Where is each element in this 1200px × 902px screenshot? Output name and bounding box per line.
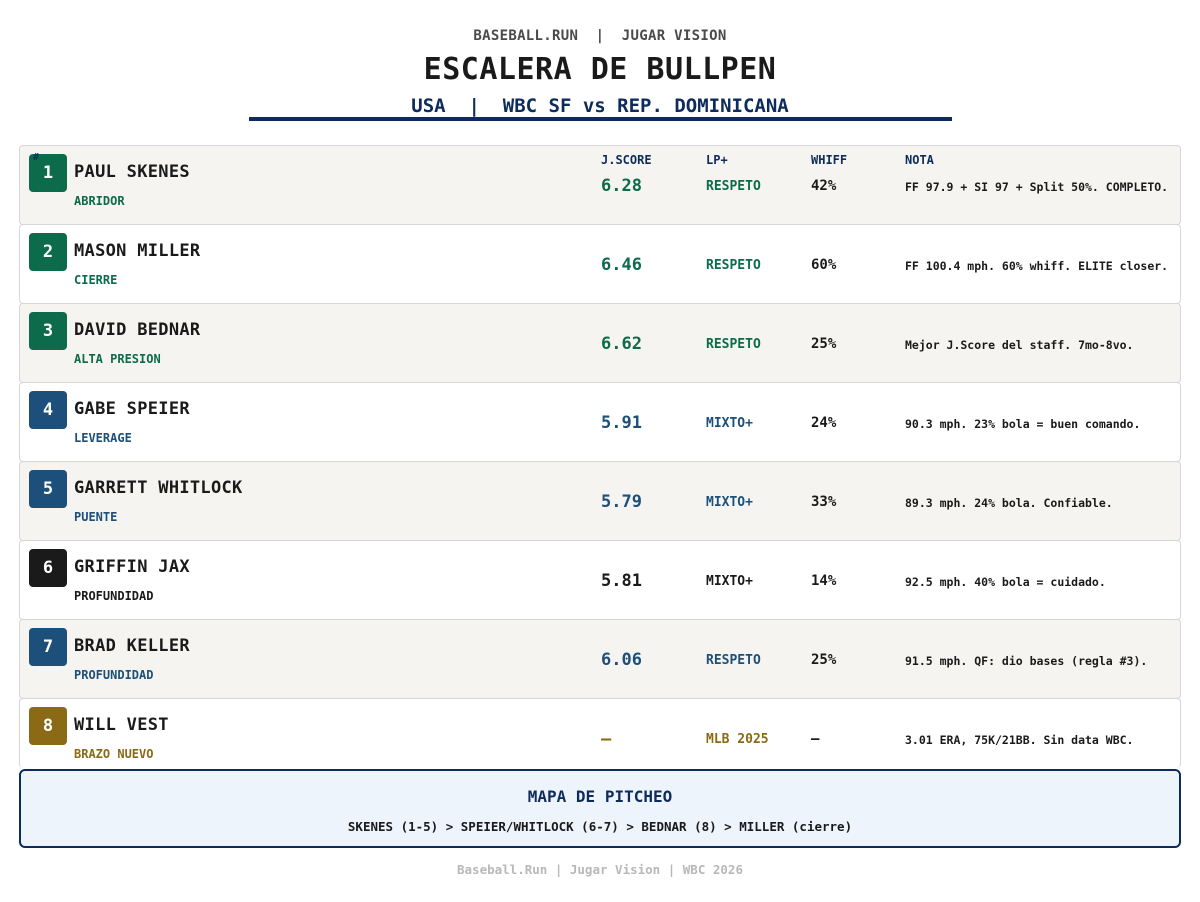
nota-text: FF 100.4 mph. 60% whiff. ELITE closer. xyxy=(905,259,1169,273)
nota-text: 90.3 mph. 23% bola = buen comando. xyxy=(905,417,1141,431)
jscore-value: 6.62 xyxy=(601,334,642,354)
pitcher-role: BRAZO NUEVO xyxy=(74,747,154,761)
lp-value: MLB 2025 xyxy=(706,732,769,747)
nota-text: FF 97.9 + SI 97 + Split 50%. COMPLETO. xyxy=(905,180,1169,194)
pitcher-role: PROFUNDIDAD xyxy=(74,668,154,682)
pitcher-name: GARRETT WHITLOCK xyxy=(74,478,243,498)
whiff-value: 42% xyxy=(811,178,837,194)
rank-badge: 5 xyxy=(29,470,67,508)
brand-kicker: BASEBALL.RUN | JUGAR VISION xyxy=(473,28,727,44)
title-underline xyxy=(249,117,952,121)
column-header-whiff: WHIFF xyxy=(811,153,848,167)
rank-badge: 1 xyxy=(29,154,67,192)
rank-badge: 6 xyxy=(29,549,67,587)
column-header-rank: # xyxy=(33,152,40,163)
column-header-lp: LP+ xyxy=(706,153,728,167)
rank-badge: 3 xyxy=(29,312,67,350)
rank-badge: 8 xyxy=(29,707,67,745)
pitcher-role: PUENTE xyxy=(74,510,118,524)
pitcher-name: BRAD KELLER xyxy=(74,636,190,656)
whiff-value: 33% xyxy=(811,494,837,510)
pitcher-row: 2 MASON MILLER CIERRE 6.46 RESPETO 60% FF 100.… xyxy=(19,224,1181,304)
lp-value: MIXTO+ xyxy=(706,495,753,510)
jscore-value: 6.06 xyxy=(601,650,642,670)
pitch-map-title: MAPA DE PITCHEO xyxy=(527,787,673,806)
nota-text: 89.3 mph. 24% bola. Confiable. xyxy=(905,496,1113,510)
rank-badge: 2 xyxy=(29,233,67,271)
pitcher-name: PAUL SKENES xyxy=(74,162,190,182)
whiff-value: 60% xyxy=(811,257,837,273)
lp-value: RESPETO xyxy=(706,179,761,194)
whiff-value: 25% xyxy=(811,336,837,352)
nota-text: Mejor J.Score del staff. 7mo-8vo. xyxy=(905,338,1134,352)
pitch-map-text: SKENES (1-5) > SPEIER/WHITLOCK (6-7) > B… xyxy=(347,819,853,834)
pitcher-row: 4 GABE SPEIER LEVERAGE 5.91 MIXTO+ 24% 90.3 mp… xyxy=(19,382,1181,462)
pitcher-role: ABRIDOR xyxy=(74,194,125,208)
lp-value: RESPETO xyxy=(706,337,761,352)
rank-badge: 7 xyxy=(29,628,67,666)
pitcher-name: GABE SPEIER xyxy=(74,399,190,419)
jscore-value: 6.28 xyxy=(601,176,642,196)
column-header-nota: NOTA xyxy=(905,153,934,167)
jscore-value: 6.46 xyxy=(601,255,642,275)
column-header-jscore: J.SCORE xyxy=(601,153,652,167)
page-title: ESCALERA DE BULLPEN xyxy=(423,52,777,87)
nota-text: 91.5 mph. QF: dio bases (regla #3). xyxy=(905,654,1148,668)
pitcher-role: LEVERAGE xyxy=(74,431,132,445)
pitcher-name: WILL VEST xyxy=(74,715,169,735)
nota-text: 92.5 mph. 40% bola = cuidado. xyxy=(905,575,1106,589)
jscore-value: 5.79 xyxy=(601,492,642,512)
whiff-value: — xyxy=(811,731,820,747)
pitch-map-panel: MAPA DE PITCHEO SKENES (1-5) > SPEIER/WH… xyxy=(19,769,1181,848)
jscore-value: 5.91 xyxy=(601,413,642,433)
whiff-value: 25% xyxy=(811,652,837,668)
rank-badge: 4 xyxy=(29,391,67,429)
pitcher-role: PROFUNDIDAD xyxy=(74,589,154,603)
whiff-value: 14% xyxy=(811,573,837,589)
pitcher-row: 7 BRAD KELLER PROFUNDIDAD 6.06 RESPETO 25% 91.… xyxy=(19,619,1181,699)
whiff-value: 24% xyxy=(811,415,837,431)
pitcher-role: CIERRE xyxy=(74,273,118,287)
jscore-value: — xyxy=(601,729,612,749)
jscore-value: 5.81 xyxy=(601,571,642,591)
pitcher-row: 6 GRIFFIN JAX PROFUNDIDAD 5.81 MIXTO+ 14% 92.5… xyxy=(19,540,1181,620)
pitcher-row: 8 WILL VEST BRAZO NUEVO — MLB 2025 — 3.01 ERA,… xyxy=(19,698,1181,768)
page-subtitle: USA | WBC SF vs REP. DOMINICANA xyxy=(411,95,789,117)
pitcher-name: MASON MILLER xyxy=(74,241,201,261)
lp-value: RESPETO xyxy=(706,653,761,668)
lp-value: MIXTO+ xyxy=(706,416,753,431)
lp-value: RESPETO xyxy=(706,258,761,273)
pitcher-name: DAVID BEDNAR xyxy=(74,320,201,340)
nota-text: 3.01 ERA, 75K/21BB. Sin data WBC. xyxy=(905,733,1134,747)
lp-value: MIXTO+ xyxy=(706,574,753,589)
pitcher-row: 3 DAVID BEDNAR ALTA PRESION 6.62 RESPETO 25% M… xyxy=(19,303,1181,383)
pitcher-role: ALTA PRESION xyxy=(74,352,161,366)
footer-credit: Baseball.Run | Jugar Vision | WBC 2026 xyxy=(457,862,743,877)
page-header: BASEBALL.RUN | JUGAR VISION ESCALERA DE … xyxy=(0,0,1200,124)
pitcher-row: 1 PAUL SKENES ABRIDOR 6.28 RESPETO 42% FF 97.9… xyxy=(19,145,1181,225)
pitcher-row: 5 GARRETT WHITLOCK PUENTE 5.79 MIXTO+ 33% 89.3… xyxy=(19,461,1181,541)
pitcher-name: GRIFFIN JAX xyxy=(74,557,190,577)
